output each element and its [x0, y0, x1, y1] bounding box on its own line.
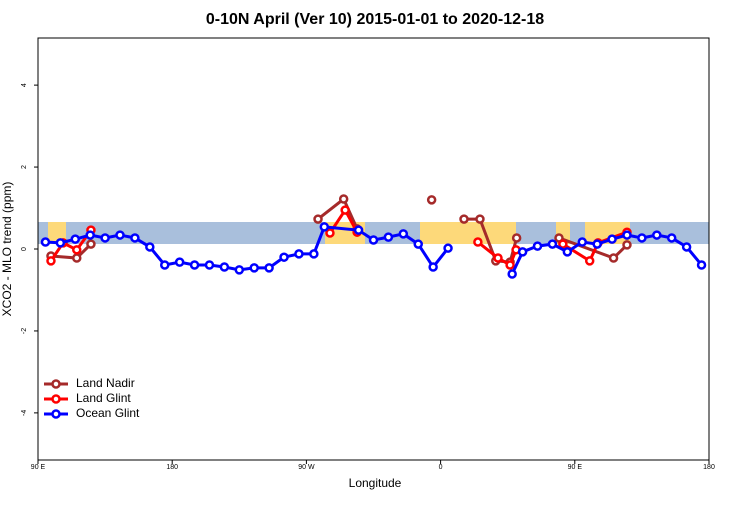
point: [174, 257, 185, 267]
point: [130, 233, 140, 243]
point: [507, 269, 517, 279]
point: [234, 265, 245, 275]
point: [353, 225, 364, 235]
point: [608, 253, 619, 263]
point: [511, 233, 522, 243]
point: [55, 238, 66, 248]
point: [46, 256, 56, 266]
x-tick-label: 180: [703, 464, 715, 471]
point: [72, 253, 82, 263]
point: [666, 233, 677, 243]
point: [219, 262, 230, 272]
point: [517, 247, 528, 257]
x-tick-label: 90 E: [568, 464, 583, 471]
point: [398, 229, 409, 239]
point: [145, 242, 155, 252]
point: [264, 263, 274, 273]
point: [383, 232, 394, 242]
point: [532, 241, 543, 251]
point: [204, 260, 215, 270]
point: [338, 194, 349, 204]
point: [607, 234, 617, 244]
y-tick-label: -2: [21, 328, 28, 334]
y-tick-label: 2: [21, 165, 28, 169]
point: [696, 260, 707, 270]
point: [473, 237, 483, 247]
chart-title: 0-10N April (Ver 10) 2015-01-01 to 2020-…: [206, 11, 544, 28]
y-axis-label: XCO2 - MLO trend (ppm): [0, 182, 14, 317]
point: [40, 237, 51, 247]
point: [443, 243, 453, 253]
land-patch: [420, 222, 516, 244]
point: [368, 235, 379, 245]
point: [249, 263, 259, 273]
point: [622, 240, 632, 250]
point: [313, 214, 323, 224]
legend-marker: [51, 394, 61, 404]
point: [426, 195, 437, 205]
point: [592, 239, 602, 249]
point: [428, 262, 438, 272]
point: [652, 230, 662, 240]
x-tick-label: 90 W: [298, 464, 315, 471]
x-tick-label: 180: [166, 464, 178, 471]
plot-frame: [37, 37, 710, 461]
point: [72, 245, 82, 255]
point: [577, 237, 588, 247]
legend-marker: [51, 379, 61, 389]
point: [681, 242, 692, 252]
point: [279, 252, 289, 262]
legend-label: Land Nadir: [76, 376, 135, 390]
point: [86, 239, 96, 249]
point: [547, 239, 558, 249]
point: [319, 222, 330, 232]
legend-marker: [51, 409, 61, 419]
point: [505, 260, 515, 270]
legend-label: Land Glint: [76, 391, 131, 405]
point: [622, 230, 632, 240]
y-tick-label: 0: [21, 247, 28, 251]
point: [493, 253, 503, 263]
y-tick-label: -4: [21, 410, 28, 416]
point: [562, 247, 573, 257]
point: [325, 228, 335, 238]
point: [159, 260, 170, 270]
point: [189, 260, 200, 270]
point: [115, 230, 125, 240]
point: [475, 214, 485, 224]
x-axis-label: Longitude: [349, 476, 402, 490]
point: [309, 249, 319, 259]
x-tick-label: 0: [439, 464, 443, 471]
point: [70, 234, 81, 244]
x-tick-label: 90 E: [31, 464, 46, 471]
point: [340, 205, 350, 215]
point: [100, 233, 110, 243]
point: [294, 249, 304, 259]
point: [85, 230, 95, 240]
point: [584, 256, 595, 266]
point: [558, 239, 568, 249]
y-tick-label: 4: [21, 83, 28, 87]
point: [413, 239, 423, 249]
point: [459, 214, 469, 224]
ocean-band: [38, 222, 709, 244]
legend-label: Ocean Glint: [76, 406, 140, 420]
point: [637, 233, 647, 243]
